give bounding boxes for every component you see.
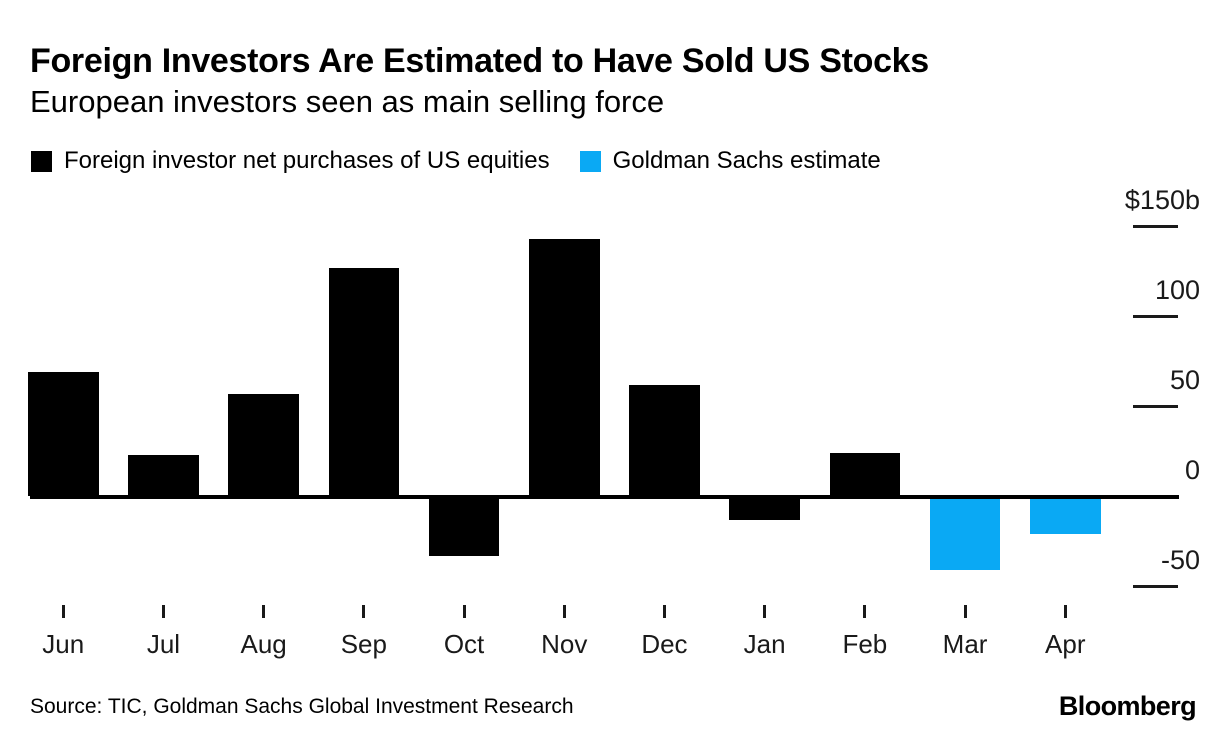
x-axis-tick-mar	[963, 605, 967, 618]
bar-mar	[929, 496, 1001, 571]
x-axis-label-jul: Jul	[146, 629, 181, 659]
legend-swatch-black	[31, 150, 52, 172]
x-axis-tick-nov	[562, 605, 566, 618]
bar-dec	[629, 384, 700, 497]
legend-item-gs-estimate: Goldman Sachs estimate	[579, 147, 881, 175]
chart-title: Foreign Investors Are Estimated to Have …	[30, 42, 929, 80]
x-axis-label-jan: Jan	[743, 629, 786, 659]
bar-jul	[128, 455, 199, 497]
bar-nov	[529, 239, 600, 497]
x-axis-tick-aug	[262, 605, 266, 618]
x-axis-tick-dec	[662, 605, 666, 618]
y-axis-tick-50	[1133, 405, 1178, 408]
bar-aug	[228, 393, 299, 497]
x-axis-label-dec: Dec	[641, 629, 688, 659]
x-axis-tick-jan	[763, 605, 767, 618]
x-axis-label-jun: Jun	[42, 629, 85, 659]
y-axis-tick-150	[1133, 225, 1178, 228]
legend-swatch-blue	[579, 150, 601, 172]
x-axis-tick-feb	[863, 605, 867, 618]
x-axis-tick-jun	[61, 605, 65, 618]
y-axis-tick--50	[1133, 585, 1178, 588]
x-axis-label-aug: Aug	[240, 629, 287, 659]
zero-axis-line	[30, 494, 1179, 499]
y-axis-label-150: $150b	[1124, 184, 1200, 215]
bar-feb	[829, 453, 901, 497]
x-axis-label-mar: Mar	[942, 629, 988, 659]
y-axis-label-0: 0	[1184, 454, 1200, 485]
bar-oct	[428, 496, 500, 556]
bar-jun	[28, 372, 99, 497]
bar-jan	[729, 496, 800, 520]
x-axis-tick-oct	[462, 605, 466, 618]
bar-apr	[1030, 496, 1101, 535]
legend-label-gs-estimate: Goldman Sachs estimate	[612, 147, 881, 174]
legend: Foreign investor net purchases of US equ…	[31, 147, 881, 175]
legend-label-net-purchases: Foreign investor net purchases of US equ…	[64, 147, 550, 174]
y-axis-label-100: 100	[1154, 274, 1200, 305]
x-axis-label-feb: Feb	[842, 629, 888, 659]
bar-sep	[328, 267, 400, 497]
x-axis-tick-jul	[161, 605, 165, 618]
x-axis-tick-sep	[362, 605, 366, 618]
bloomberg-logo: Bloomberg	[1058, 691, 1197, 721]
x-axis-label-sep: Sep	[340, 629, 387, 659]
y-axis-label-50: 50	[1169, 364, 1200, 395]
y-axis-tick-100	[1133, 315, 1178, 318]
x-axis-label-nov: Nov	[541, 629, 588, 659]
x-axis-label-apr: Apr	[1045, 629, 1086, 659]
y-axis-label--50: -50	[1160, 544, 1200, 575]
x-axis-tick-apr	[1063, 605, 1067, 618]
legend-item-net-purchases: Foreign investor net purchases of US equ…	[31, 147, 550, 175]
x-axis-label-oct: Oct	[443, 629, 485, 659]
chart-subtitle: European investors seen as main selling …	[30, 84, 665, 119]
source-note: Source: TIC, Goldman Sachs Global Invest…	[30, 695, 574, 718]
